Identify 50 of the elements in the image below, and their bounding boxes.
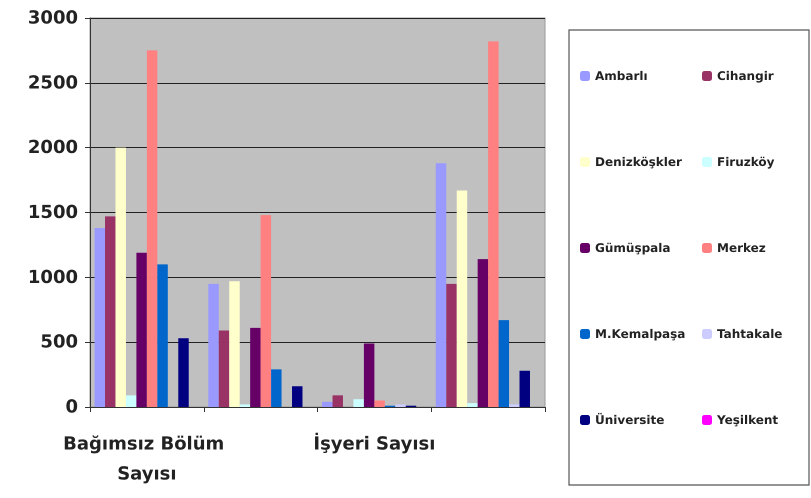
bar — [520, 370, 530, 407]
x-tick-label: İşyeri Sayısı — [313, 432, 436, 454]
bar — [488, 41, 499, 407]
bar — [218, 330, 230, 407]
legend-label: Cihangir — [717, 69, 774, 83]
y-tick-label: 1500 — [28, 202, 78, 223]
bar — [322, 402, 333, 407]
bar — [498, 320, 510, 407]
bar — [353, 399, 364, 407]
bar — [260, 215, 272, 407]
legend-label: Yeşilkent — [716, 413, 778, 427]
bar — [436, 163, 446, 407]
bar — [229, 281, 240, 407]
bar — [94, 228, 106, 407]
bar — [157, 264, 168, 407]
y-tick-label: 1000 — [28, 266, 78, 288]
legend-label: Merkez — [717, 241, 766, 255]
legend-label: Tahtakale — [717, 327, 782, 341]
y-tick-label: 0 — [65, 396, 78, 418]
bar — [509, 404, 520, 407]
legend-label: Gümüşpala — [595, 241, 670, 255]
legend-label: Ambarlı — [595, 69, 648, 83]
legend-label: Denizköşkler — [595, 155, 682, 169]
bar — [374, 400, 385, 407]
bar — [250, 328, 261, 407]
bar — [478, 259, 488, 407]
bar — [208, 284, 219, 407]
bar — [446, 284, 457, 407]
bar — [292, 386, 302, 407]
bar — [271, 369, 282, 407]
bar — [456, 190, 468, 407]
legend-label: Firuzköy — [717, 155, 775, 169]
bar — [332, 395, 343, 407]
bar — [240, 404, 250, 407]
legend-label: M.Kemalpaşa — [595, 327, 686, 341]
bar — [178, 338, 189, 407]
y-tick-label: 500 — [40, 332, 78, 353]
legend-label: Üniversite — [595, 412, 664, 427]
bar — [146, 50, 158, 407]
y-tick-label: 2000 — [28, 137, 78, 158]
y-tick-label: 3000 — [28, 8, 78, 28]
bar — [136, 252, 147, 407]
bar — [395, 404, 406, 407]
bar — [364, 343, 374, 407]
x-tick-label: Bağımsız Bölüm Sayısı — [63, 434, 231, 484]
bar — [115, 148, 126, 407]
bar — [467, 403, 478, 407]
bar — [126, 395, 136, 407]
bar — [105, 216, 116, 407]
y-tick-label: 2500 — [28, 72, 78, 94]
